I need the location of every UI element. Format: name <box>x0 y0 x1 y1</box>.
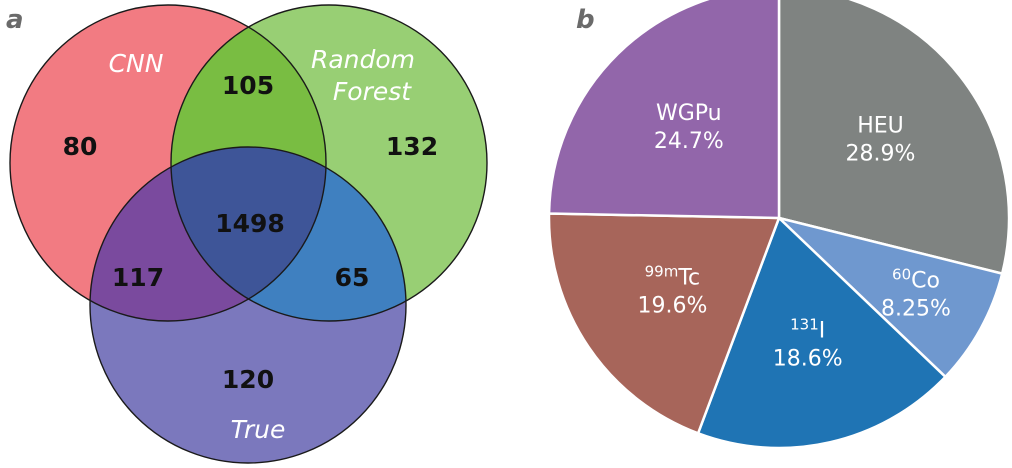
pie-panel: b HEU 28.9% 60Co 8.25% 131I 18.6% 99mTc 19.6% WG… <box>547 0 1011 450</box>
region-count-all: 1498 <box>215 209 285 238</box>
region-count-cnn-only: 80 <box>63 132 98 161</box>
set-label-random: Random <box>311 45 415 74</box>
venn-fills <box>10 5 487 463</box>
venn-outline-rf <box>170 4 488 322</box>
pie-slices <box>547 0 1011 450</box>
pie-label-wgpu: WGPu <box>656 101 722 126</box>
pie-slice-co60 <box>777 216 1004 379</box>
region-count-rf-true: 65 <box>335 263 370 292</box>
venn-outline-true <box>89 146 407 464</box>
pie-slice-heu <box>777 0 1011 275</box>
panel-label-b: b <box>576 5 595 35</box>
pie-value-wgpu: 24.7% <box>654 129 724 154</box>
pie-label-heu: HEU <box>857 114 904 139</box>
region-count-true-only: 120 <box>222 365 274 394</box>
panel-label-a: a <box>6 5 24 35</box>
pie-value-heu: 28.9% <box>846 142 916 167</box>
venn-panel: a CNN Random <box>6 4 488 464</box>
set-label-forest: Forest <box>333 77 412 106</box>
pie-labels: HEU 28.9% 60Co 8.25% 131I 18.6% 99mTc 19.6% WGPu… <box>637 101 950 372</box>
pie-value-co60: 8.25% <box>881 296 951 321</box>
region-count-cnn-true: 117 <box>112 263 164 292</box>
pie-label-i131: 131I <box>790 316 825 344</box>
pie-slice-tc99m <box>547 212 781 435</box>
pie-slice-i131 <box>696 216 947 450</box>
venn-outline-cnn <box>9 4 327 322</box>
region-count-rf-only: 132 <box>386 132 438 161</box>
pie-label-co60: 60Co <box>892 265 940 293</box>
set-label-cnn: CNN <box>109 49 164 78</box>
set-label-true: True <box>231 415 286 444</box>
pie-label-tc99m: 99mTc <box>645 262 701 290</box>
venn-outlines <box>9 4 488 464</box>
pie-value-i131: 18.6% <box>773 347 843 372</box>
pie-value-tc99m: 19.6% <box>637 293 707 318</box>
pie-slice-wgpu <box>547 0 781 220</box>
region-count-cnn-rf: 105 <box>222 71 274 100</box>
